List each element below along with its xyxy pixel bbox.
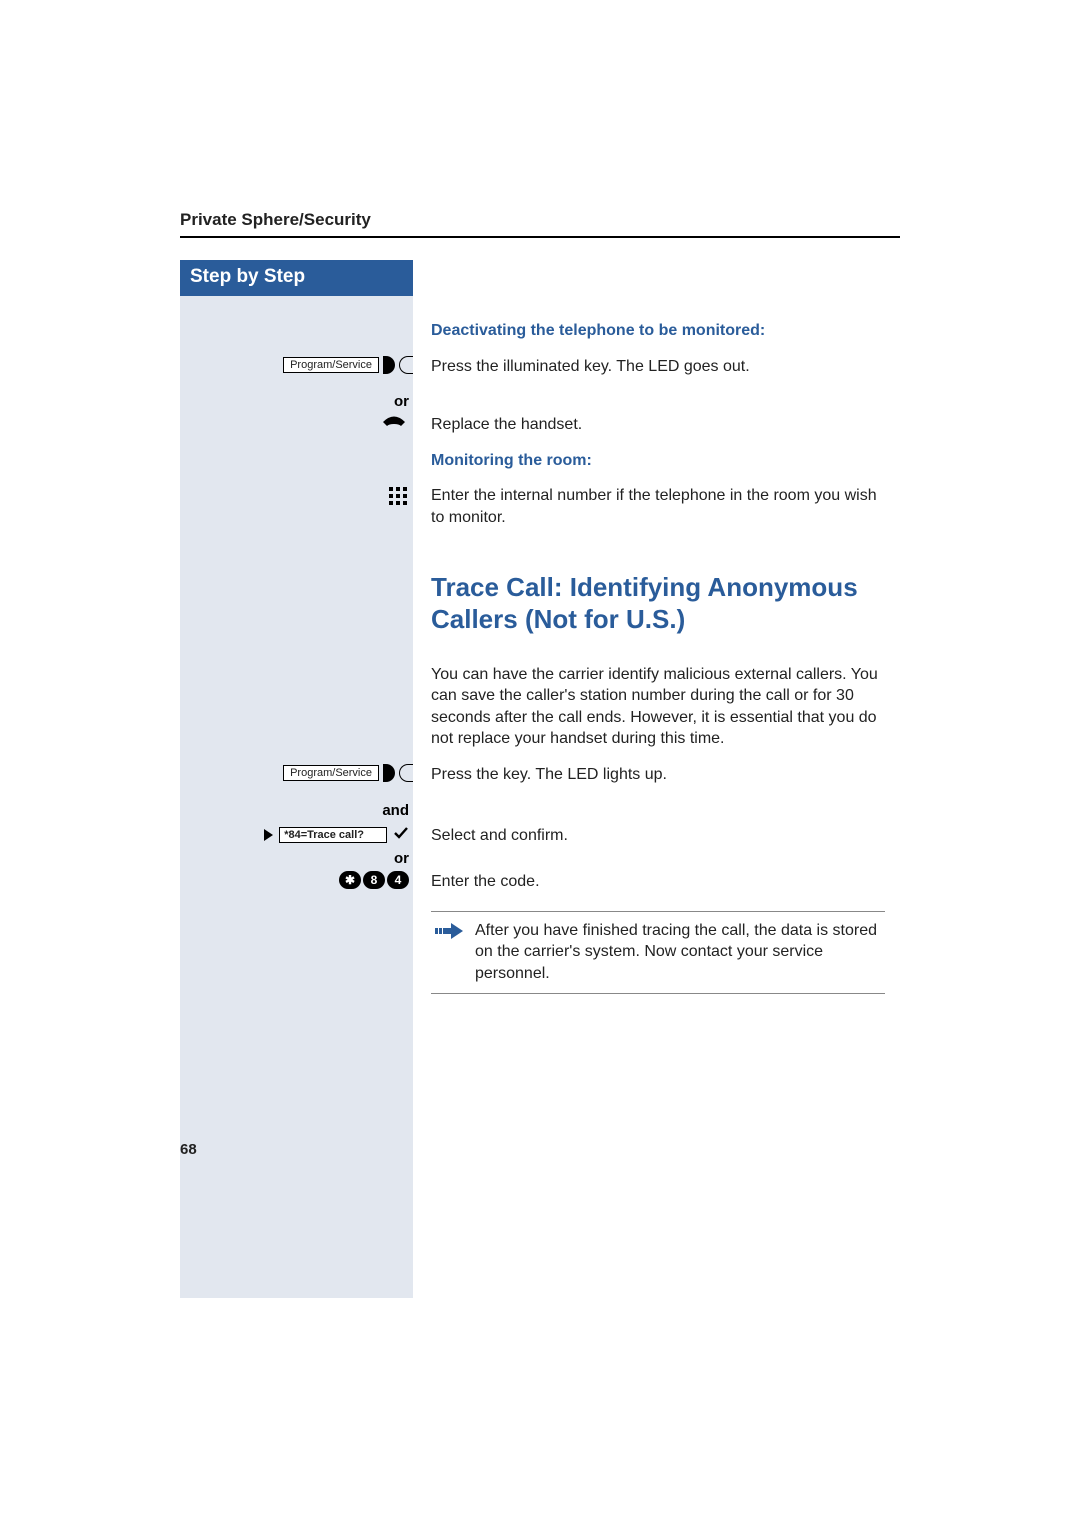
key-outline-icon (399, 356, 413, 374)
key-star: ✱ (339, 871, 361, 889)
enter-internal-text: Enter the internal number if the telepho… (413, 485, 885, 528)
program-service-key-2: Program/Service (283, 764, 413, 782)
replace-handset-text: Replace the handset. (413, 414, 885, 436)
key-outline-icon-2 (399, 764, 413, 782)
or-label-1: or (394, 391, 413, 410)
step-by-step-banner: Step by Step (180, 260, 413, 296)
triangle-right-icon (264, 829, 273, 841)
key-led-icon (383, 356, 395, 374)
key-led-icon-2 (383, 764, 395, 782)
or-label-2: or (394, 848, 413, 867)
press-key-text: Press the key. The LED lights up. (413, 764, 885, 786)
keypad-icon (389, 487, 407, 510)
handset-down-icon (381, 414, 407, 435)
program-service-label: Program/Service (283, 357, 379, 373)
trace-call-option: *84=Trace call? (264, 825, 413, 846)
note-box: After you have finished tracing the call… (431, 911, 885, 994)
program-service-label-2: Program/Service (283, 765, 379, 781)
trace-body-text: You can have the carrier identify malici… (413, 664, 885, 750)
deactivate-heading: Deactivating the telephone to be monitor… (413, 320, 885, 342)
enter-code-text: Enter the code. (413, 871, 885, 893)
page-root: Private Sphere/Security Step by Step Dea… (0, 0, 1080, 1528)
code-keys: ✱ 8 4 (339, 871, 413, 889)
key-4: 4 (387, 871, 409, 889)
header-rule (180, 236, 900, 238)
program-service-key: Program/Service (283, 356, 413, 374)
section-header: Private Sphere/Security (180, 210, 900, 230)
check-icon (393, 825, 409, 846)
two-column-layout: Deactivating the telephone to be monitor… (180, 296, 900, 1298)
select-confirm-text: Select and confirm. (413, 825, 885, 847)
note-text: After you have finished tracing the call… (475, 920, 881, 985)
note-arrow-icon (435, 922, 465, 947)
trace-call-heading: Trace Call: Identifying Anonymous Caller… (413, 571, 885, 636)
trace-option-label: *84=Trace call? (279, 827, 387, 843)
monitoring-heading: Monitoring the room: (413, 450, 885, 472)
press-illuminated-text: Press the illuminated key. The LED goes … (413, 356, 885, 378)
and-label: and (382, 800, 413, 819)
page-number: 68 (180, 1141, 197, 1158)
key-8: 8 (363, 871, 385, 889)
